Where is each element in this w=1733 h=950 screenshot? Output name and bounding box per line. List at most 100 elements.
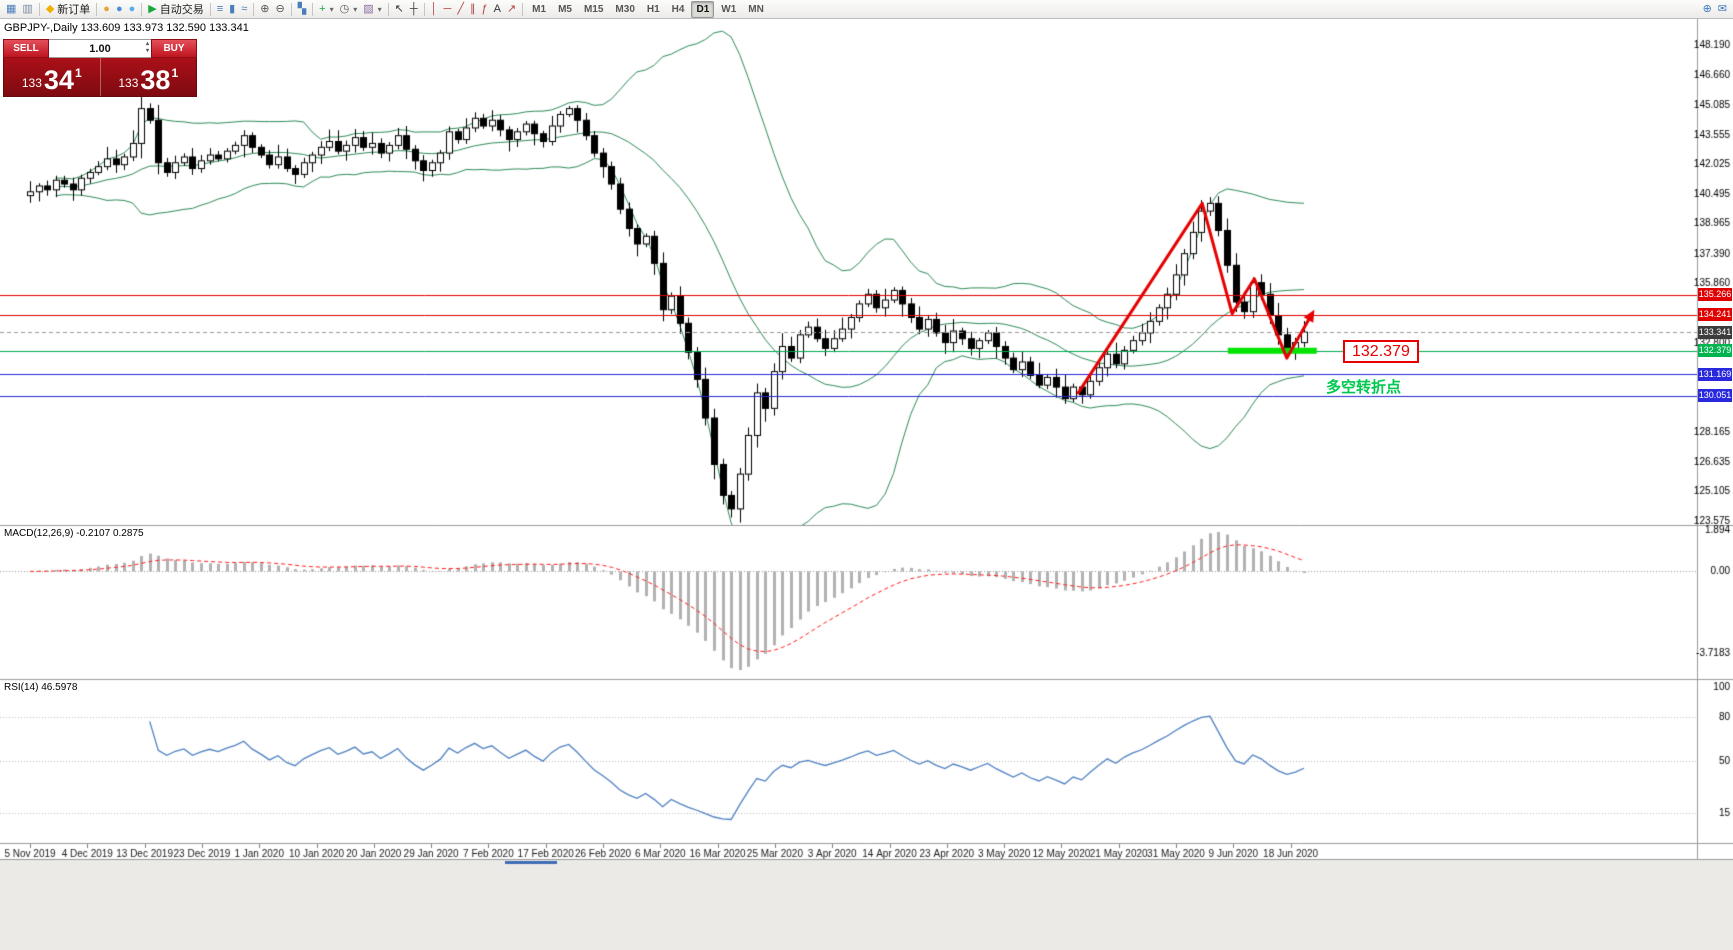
zoom-in-button[interactable]: ⊕ — [257, 1, 272, 17]
timeframe-button-h4[interactable]: H4 — [671, 3, 685, 15]
fibonacci-button[interactable]: ƒ — [478, 1, 490, 17]
zoom-in-icon: ⊕ — [260, 2, 270, 15]
market-icon: ● — [128, 2, 136, 15]
lot-increase-button[interactable]: ▴ — [145, 41, 149, 47]
lot-spinner: ▴ ▾ — [146, 41, 149, 55]
toolbar-separator — [38, 2, 40, 16]
zoom-out-button[interactable]: ⊖ — [272, 1, 287, 17]
lot-size-input[interactable]: 1.00 ▴ ▾ — [49, 39, 151, 58]
arrows-icon: ↗ — [506, 2, 517, 15]
chart-candles-button[interactable]: ▮ — [226, 1, 238, 17]
ask-price-pip: 1 — [171, 66, 179, 80]
support-price-callout[interactable]: 132.379 — [1343, 340, 1419, 363]
lot-size-value: 1.00 — [89, 42, 111, 55]
horizontal-line-icon: ─ — [443, 2, 452, 15]
tile-windows-button[interactable]: ▚ — [295, 1, 309, 17]
rsi-indicator-label: RSI(14) 46.5978 — [4, 682, 78, 693]
new-chart-button[interactable]: ▦ — [3, 1, 19, 17]
dropdown-caret-icon[interactable]: ▾ — [353, 4, 358, 14]
market-button[interactable]: ● — [126, 1, 139, 17]
axis-price-badge: 130.051 — [1698, 389, 1732, 403]
timeframe-button-m1[interactable]: M1 — [532, 3, 547, 15]
toolbar-separator — [209, 2, 211, 16]
templates-icon: ▨ — [363, 2, 374, 15]
toolbar: ▦ ▥ ◆ 新订单 ● ● ● ▶ 自动交易 ≡ ▮ ≈ ⊕ ⊖ ▚ + ▾ ◷ ▾ ▨ ▾ ↖ ┼ │ ─ ╱ ∥ ƒ A ↗ M1 M5 M… — [0, 0, 1733, 19]
mail-icon: ✉ — [1717, 2, 1727, 15]
channel-icon: ∥ — [469, 2, 476, 15]
timeframe-button-d1[interactable]: D1 — [691, 0, 715, 18]
mail-button[interactable]: ✉ — [1715, 1, 1730, 17]
chart-line-icon: ≈ — [241, 2, 248, 15]
chart-candles-icon: ▮ — [229, 2, 236, 15]
one-click-order-row: SELL 1.00 ▴ ▾ BUY — [3, 39, 197, 58]
new-order-button[interactable]: ◆ 新订单 — [43, 1, 93, 17]
timeframe-button-w1[interactable]: W1 — [721, 3, 737, 15]
search-button[interactable]: ⊕ — [1700, 1, 1715, 17]
chart-bars-button[interactable]: ≡ — [214, 1, 226, 17]
chart-profiles-button[interactable]: ▥ — [19, 1, 35, 17]
axis-price-badge: 135.266 — [1698, 288, 1732, 302]
chart-window: GBPJPY-,Daily 133.609 133.973 132.590 13… — [0, 19, 1733, 950]
timeframe-button-mn[interactable]: MN — [748, 3, 764, 15]
vertical-line-button[interactable]: │ — [428, 1, 441, 17]
channel-button[interactable]: ∥ — [467, 1, 479, 17]
cursor-icon: ↖ — [394, 2, 404, 15]
indicators-button[interactable]: + ▾ — [316, 1, 336, 17]
autotrading-button-label: 自动交易 — [159, 4, 204, 16]
ask-price-panel[interactable]: 133 38 1 — [101, 58, 197, 96]
toolbar-separator — [423, 2, 425, 16]
autotrading-button[interactable]: ▶ 自动交易 — [145, 1, 206, 17]
templates-button[interactable]: ▨ ▾ — [360, 1, 384, 17]
timeframe-button-m5[interactable]: M5 — [558, 3, 572, 15]
lot-decrease-button[interactable]: ▾ — [145, 48, 149, 54]
axis-price-badge: 131.169 — [1698, 367, 1732, 381]
periods-button[interactable]: ◷ ▾ — [337, 1, 361, 17]
trendline-icon: ╱ — [457, 2, 464, 15]
horizontal-line-button[interactable]: ─ — [441, 1, 455, 17]
crosshair-button[interactable]: ┼ — [407, 1, 421, 17]
macd-indicator-label: MACD(12,26,9) -0.2107 0.2875 — [4, 528, 144, 539]
bid-ask-panel: 133 34 1 133 38 1 — [3, 58, 197, 97]
timeframe-button-h1[interactable]: H1 — [646, 3, 660, 15]
autotrading-icon: ▶ — [148, 2, 157, 15]
price-chart-canvas[interactable] — [0, 19, 1733, 950]
chart-line-button[interactable]: ≈ — [238, 1, 250, 17]
axis-price-badge: 134.241 — [1698, 308, 1732, 322]
toolbar-separator — [141, 2, 143, 16]
toolbar-separator — [290, 2, 292, 16]
text-button[interactable]: A — [491, 1, 504, 17]
cursor-button[interactable]: ↖ — [392, 1, 407, 17]
new-chart-icon: ▦ — [6, 2, 17, 15]
indicators-icon: + — [319, 2, 326, 15]
dropdown-caret-icon[interactable]: ▾ — [377, 4, 382, 14]
toolbar-separator — [96, 2, 98, 16]
timeframe-button-m15[interactable]: M15 — [583, 3, 604, 15]
ask-price-prefix: 133 — [118, 76, 139, 90]
metaeditor-button[interactable]: ● — [100, 1, 113, 17]
chart-profiles-icon: ▥ — [22, 2, 33, 15]
buy-button[interactable]: BUY — [151, 39, 197, 58]
arrows-button[interactable]: ↗ — [504, 1, 519, 17]
bid-price-big: 34 — [43, 65, 74, 95]
sell-button[interactable]: SELL — [3, 39, 49, 58]
axis-price-badge: 132.379 — [1698, 344, 1732, 358]
metaeditor-icon: ● — [103, 2, 110, 15]
toolbar-separator — [253, 2, 255, 16]
zoom-out-icon: ⊖ — [275, 2, 285, 15]
crosshair-icon: ┼ — [409, 2, 418, 15]
ask-price-big: 38 — [140, 65, 171, 95]
tile-windows-icon: ▚ — [297, 2, 307, 15]
bid-price-prefix: 133 — [21, 76, 42, 90]
trendline-button[interactable]: ╱ — [454, 1, 467, 17]
toolbar-separator — [387, 2, 389, 16]
dropdown-caret-icon[interactable]: ▾ — [329, 4, 334, 14]
symbol-ohlc-label: GBPJPY-,Daily 133.609 133.973 132.590 13… — [4, 22, 249, 34]
bid-price-panel[interactable]: 133 34 1 — [4, 58, 101, 96]
periods-icon: ◷ — [339, 2, 350, 15]
chart-bars-icon: ≡ — [216, 2, 224, 15]
timeframe-button-m30[interactable]: M30 — [615, 3, 635, 15]
axis-price-badge: 133.341 — [1698, 325, 1732, 339]
community-button[interactable]: ● — [113, 1, 126, 17]
pivot-note[interactable]: 多空转折点 — [1326, 379, 1402, 396]
